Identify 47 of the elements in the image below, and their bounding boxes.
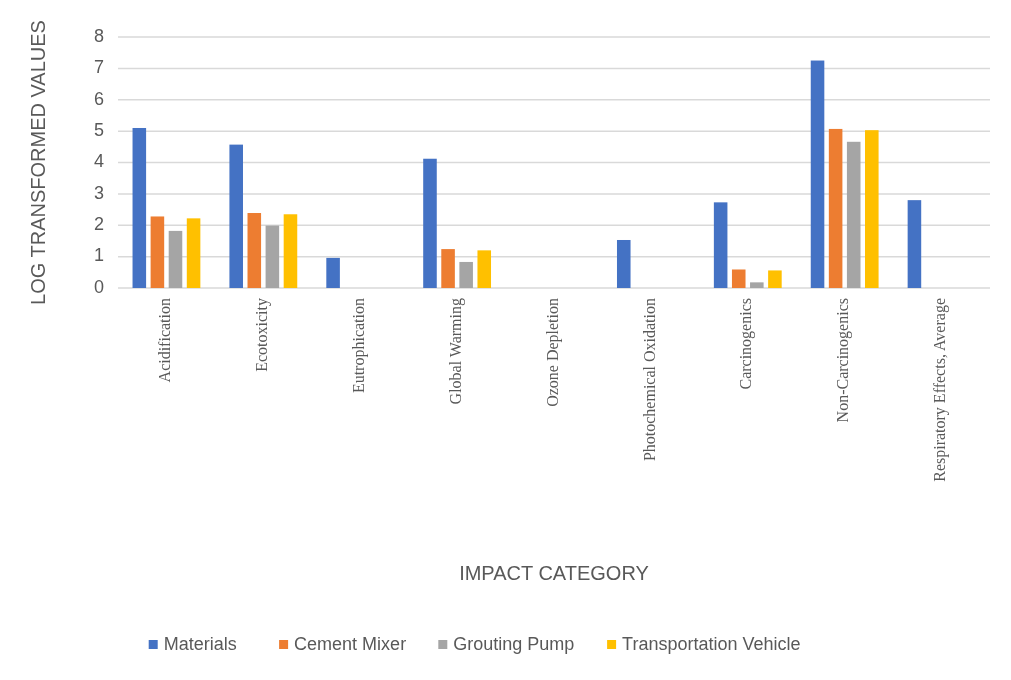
bar	[477, 250, 492, 288]
y-tick-label: 0	[93, 276, 104, 297]
y-tick-label: 7	[93, 57, 104, 78]
bar	[459, 261, 473, 288]
legend-label: Transportation Vehicle	[622, 633, 801, 654]
x-tick-label: Global Warming	[446, 298, 465, 405]
bar	[132, 127, 147, 288]
y-tick-label: 8	[93, 25, 104, 46]
legend-label: Grouting Pump	[453, 633, 575, 654]
bar	[750, 282, 764, 288]
x-tick-label: Carcinogenics	[737, 298, 756, 390]
bar	[247, 213, 262, 288]
x-tick-label: Ecotoxicity	[253, 298, 272, 372]
y-tick-label: 2	[93, 214, 104, 234]
x-tick-label: Respiratory Effects, Average	[931, 298, 950, 482]
bar	[423, 158, 437, 288]
y-axis-title: LOG TRANSFORMED VALUES	[27, 20, 50, 305]
x-tick-label: Photochemical Oxidation	[640, 298, 658, 462]
bar	[907, 200, 922, 288]
bar	[616, 240, 631, 288]
bar	[828, 128, 843, 288]
y-tick-label: 1	[93, 245, 104, 266]
x-tick-label: Eutrophication	[349, 298, 368, 394]
bar	[810, 60, 825, 288]
x-tick-label: Non-Carcinogenics	[834, 298, 853, 423]
bar	[265, 225, 280, 288]
bar	[713, 202, 728, 288]
bar	[229, 144, 243, 288]
bar	[186, 218, 201, 288]
bar	[768, 270, 782, 288]
bar	[150, 216, 165, 288]
y-tick-label: 3	[93, 182, 104, 203]
bar	[441, 249, 455, 288]
bar	[731, 269, 746, 288]
legend-label: Materials	[163, 633, 237, 654]
x-axis-title: IMPACT CATEGORY	[459, 562, 649, 585]
legend-label: Cement Mixer	[294, 633, 407, 654]
y-tick-label: 6	[93, 88, 104, 109]
x-tick-label: Acidification	[156, 298, 174, 383]
y-tick-label: 4	[93, 151, 104, 172]
bar	[283, 214, 298, 288]
x-tick-label: Ozone Depletion	[543, 298, 562, 407]
bar	[326, 257, 340, 288]
y-tick-label: 5	[93, 119, 104, 140]
bar	[168, 230, 183, 288]
bar	[846, 141, 861, 288]
bar	[865, 130, 879, 288]
